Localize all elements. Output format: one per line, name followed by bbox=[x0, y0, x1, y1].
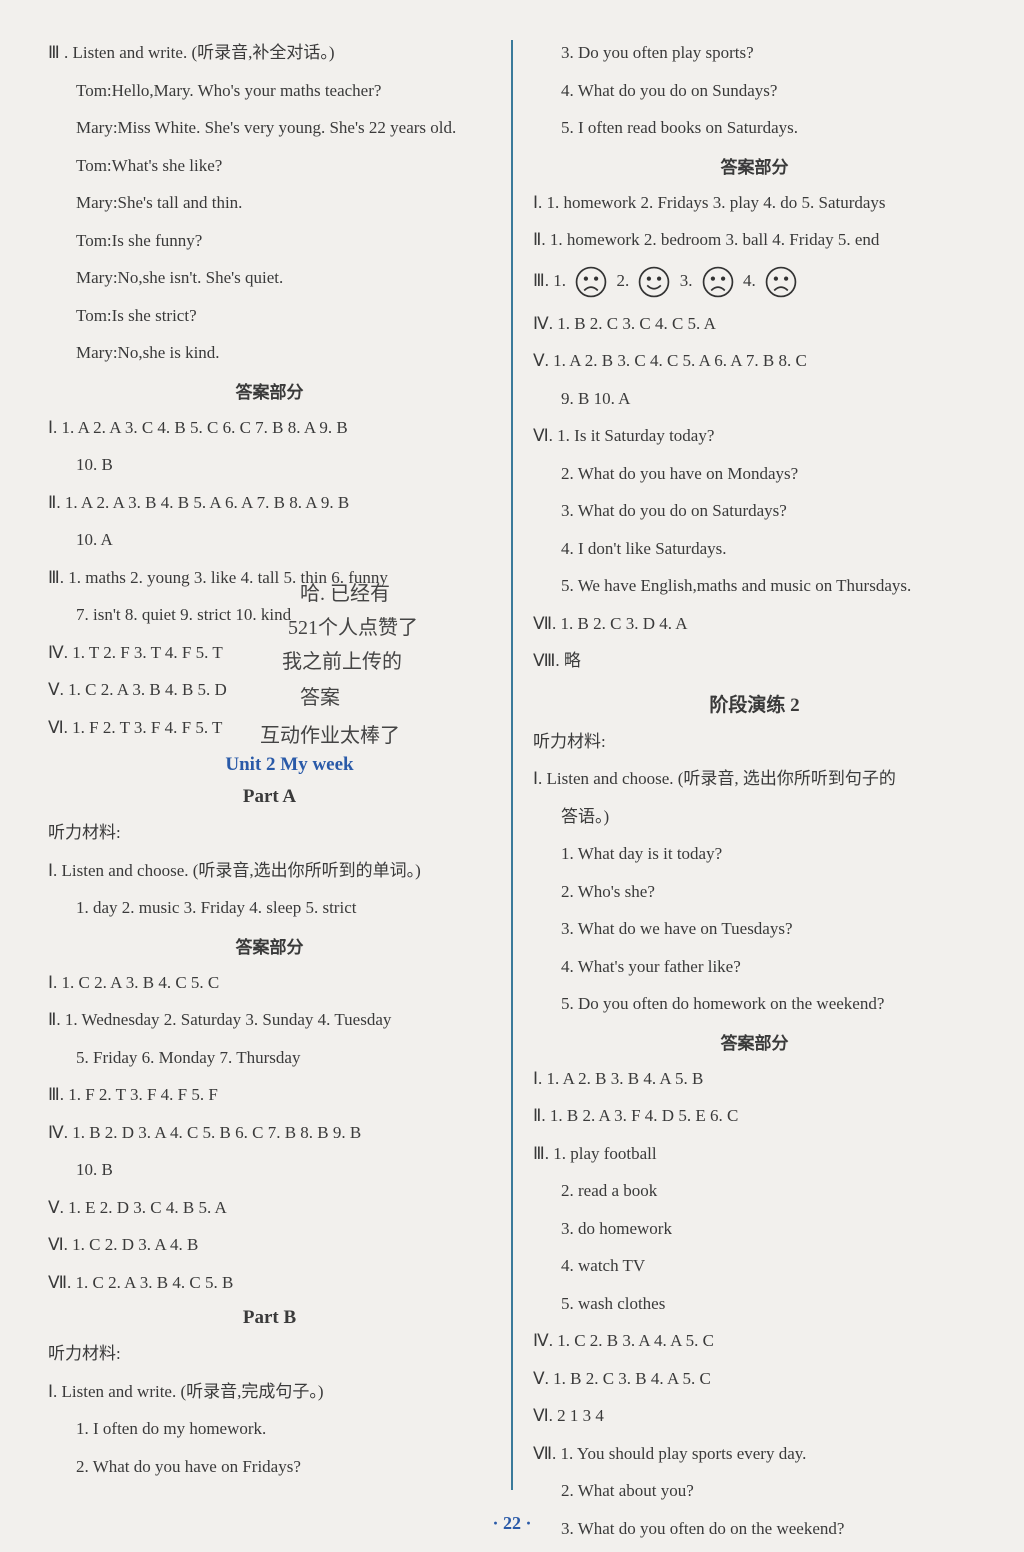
answer-line: Ⅷ. 略 bbox=[533, 648, 976, 674]
ans3-2: 2. bbox=[616, 270, 629, 289]
answer-line: Ⅵ. 1. C 2. D 3. A 4. B bbox=[48, 1232, 491, 1258]
dialogue-line: Mary:She's tall and thin. bbox=[48, 190, 491, 216]
column-divider bbox=[511, 40, 513, 1490]
answer-line: Ⅳ. 1. T 2. F 3. T 4. F 5. T bbox=[48, 640, 491, 666]
answer-line: Ⅰ. 1. A 2. B 3. B 4. A 5. B bbox=[533, 1066, 976, 1092]
answer-line: 5. Friday 6. Monday 7. Thursday bbox=[48, 1045, 491, 1071]
question-line: 4. What do you do on Sundays? bbox=[533, 78, 976, 104]
section-3-title: Ⅲ . Listen and write. (听录音,补全对话。) bbox=[48, 40, 491, 66]
answer-line: Ⅴ. 1. B 2. C 3. B 4. A 5. C bbox=[533, 1366, 976, 1392]
part-a-title: Part A bbox=[48, 786, 491, 808]
answers-heading: 答案部分 bbox=[533, 153, 976, 178]
dialogue-line: Tom:What's she like? bbox=[48, 153, 491, 179]
answer-line: 10. B bbox=[48, 452, 491, 478]
answer-line: Ⅳ. 1. C 2. B 3. A 4. A 5. C bbox=[533, 1328, 976, 1354]
pa-section-1: Ⅰ. Listen and choose. (听录音,选出你所听到的单词。) bbox=[48, 858, 491, 884]
answer-line: 2. What about you? bbox=[533, 1478, 976, 1504]
question-line: 5. Do you often do homework on the weeke… bbox=[533, 991, 976, 1017]
answer-line: Ⅴ. 1. C 2. A 3. B 4. B 5. D bbox=[48, 677, 491, 703]
listening-heading: 听力材料: bbox=[533, 729, 976, 755]
answer-line: Ⅶ. 1. B 2. C 3. D 4. A bbox=[533, 611, 976, 637]
dialogue-line: Tom:Hello,Mary. Who's your maths teacher… bbox=[48, 78, 491, 104]
dialogue-line: Mary:Miss White. She's very young. She's… bbox=[48, 115, 491, 141]
happy-face-icon bbox=[637, 265, 671, 299]
answer-line: 4. I don't like Saturdays. bbox=[533, 536, 976, 562]
part-b-title: Part B bbox=[48, 1307, 491, 1329]
question-line: 3. Do you often play sports? bbox=[533, 40, 976, 66]
answer-line: Ⅶ. 1. C 2. A 3. B 4. C 5. B bbox=[48, 1270, 491, 1296]
handwriting-note-3: 我之前上传的 bbox=[282, 648, 402, 676]
answer-line: Ⅰ. 1. homework 2. Fridays 3. play 4. do … bbox=[533, 190, 976, 216]
answer-line: 7. isn't 8. quiet 9. strict 10. kind bbox=[48, 602, 491, 628]
answer-line: 5. wash clothes bbox=[533, 1291, 976, 1317]
answer-line: Ⅰ. 1. A 2. A 3. C 4. B 5. C 6. C 7. B 8.… bbox=[48, 415, 491, 441]
answer-line: Ⅱ. 1. homework 2. bedroom 3. ball 4. Fri… bbox=[533, 227, 976, 253]
pb-section-1: Ⅰ. Listen and write. (听录音,完成句子。) bbox=[48, 1379, 491, 1405]
answer-line: Ⅶ. 1. You should play sports every day. bbox=[533, 1441, 976, 1467]
page-number: · 22 · bbox=[0, 1513, 1024, 1534]
answer-line: 10. A bbox=[48, 527, 491, 553]
unit-title: Unit 2 My week bbox=[88, 754, 491, 776]
answer-line: Ⅴ. 1. E 2. D 3. C 4. B 5. A bbox=[48, 1195, 491, 1221]
answers-heading: 答案部分 bbox=[48, 933, 491, 958]
two-column-layout: Ⅲ . Listen and write. (听录音,补全对话。) Tom:He… bbox=[48, 40, 976, 1490]
answer-line: 2. What do you have on Mondays? bbox=[533, 461, 976, 487]
handwriting-note-5: 互动作业太棒了 bbox=[260, 722, 400, 750]
answer-line: Ⅲ. 1. play football bbox=[533, 1141, 976, 1167]
answer-line: Ⅳ. 1. B 2. C 3. C 4. C 5. A bbox=[533, 311, 976, 337]
listening-heading: 听力材料: bbox=[48, 820, 491, 846]
answer-line: Ⅵ. 2 1 3 4 bbox=[533, 1403, 976, 1429]
question-line: 1. I often do my homework. bbox=[48, 1416, 491, 1442]
answer-line: 3. What do you do on Saturdays? bbox=[533, 498, 976, 524]
question-line: 4. What's your father like? bbox=[533, 954, 976, 980]
answer-line: 10. B bbox=[48, 1157, 491, 1183]
s1-title2: 答语。) bbox=[533, 804, 976, 830]
answer-line: 5. We have English,maths and music on Th… bbox=[533, 573, 976, 599]
sad-face-icon bbox=[574, 265, 608, 299]
stage-title: 阶段演练 2 bbox=[533, 690, 976, 717]
question-line: 2. What do you have on Fridays? bbox=[48, 1454, 491, 1480]
answers-heading: 答案部分 bbox=[533, 1029, 976, 1054]
dialogue-line: Tom:Is she strict? bbox=[48, 303, 491, 329]
question-line: 5. I often read books on Saturdays. bbox=[533, 115, 976, 141]
handwriting-note-4: 答案 bbox=[300, 684, 340, 712]
pa-words: 1. day 2. music 3. Friday 4. sleep 5. st… bbox=[48, 895, 491, 921]
answer-line: 2. read a book bbox=[533, 1178, 976, 1204]
answer-line-faces: Ⅲ. 1. 2. 3. 4. bbox=[533, 265, 976, 299]
listening-heading: 听力材料: bbox=[48, 1341, 491, 1367]
answer-line: 9. B 10. A bbox=[533, 386, 976, 412]
left-column: Ⅲ . Listen and write. (听录音,补全对话。) Tom:He… bbox=[48, 40, 503, 1490]
question-line: 1. What day is it today? bbox=[533, 841, 976, 867]
answer-line: 3. do homework bbox=[533, 1216, 976, 1242]
dialogue-line: Mary:No,she is kind. bbox=[48, 340, 491, 366]
question-line: 3. What do we have on Tuesdays? bbox=[533, 916, 976, 942]
answer-line: Ⅳ. 1. B 2. D 3. A 4. C 5. B 6. C 7. B 8.… bbox=[48, 1120, 491, 1146]
handwriting-note-1: 哈. 已经有 bbox=[300, 580, 390, 608]
answer-line: Ⅱ. 1. B 2. A 3. F 4. D 5. E 6. C bbox=[533, 1103, 976, 1129]
answers-heading: 答案部分 bbox=[48, 378, 491, 403]
answer-line: Ⅱ. 1. A 2. A 3. B 4. B 5. A 6. A 7. B 8.… bbox=[48, 490, 491, 516]
answer-line: Ⅱ. 1. Wednesday 2. Saturday 3. Sunday 4.… bbox=[48, 1007, 491, 1033]
dialogue-line: Mary:No,she isn't. She's quiet. bbox=[48, 265, 491, 291]
right-column: 3. Do you often play sports? 4. What do … bbox=[521, 40, 976, 1490]
sad-face-icon bbox=[701, 265, 735, 299]
handwriting-note-2: 521个人点赞了 bbox=[288, 614, 418, 642]
ans3-prefix: Ⅲ. 1. bbox=[533, 270, 566, 289]
answer-line: Ⅲ. 1. F 2. T 3. F 4. F 5. F bbox=[48, 1082, 491, 1108]
s1-title: Ⅰ. Listen and choose. (听录音, 选出你所听到句子的 bbox=[533, 766, 976, 792]
answer-line: Ⅰ. 1. C 2. A 3. B 4. C 5. C bbox=[48, 970, 491, 996]
answer-line: Ⅲ. 1. maths 2. young 3. like 4. tall 5. … bbox=[48, 565, 491, 591]
ans3-3: 3. bbox=[680, 270, 693, 289]
dialogue-line: Tom:Is she funny? bbox=[48, 228, 491, 254]
ans3-4: 4. bbox=[743, 270, 756, 289]
answer-line: Ⅴ. 1. A 2. B 3. C 4. C 5. A 6. A 7. B 8.… bbox=[533, 348, 976, 374]
sad-face-icon bbox=[764, 265, 798, 299]
answer-line: Ⅵ. 1. Is it Saturday today? bbox=[533, 423, 976, 449]
question-line: 2. Who's she? bbox=[533, 879, 976, 905]
answer-line: 4. watch TV bbox=[533, 1253, 976, 1279]
